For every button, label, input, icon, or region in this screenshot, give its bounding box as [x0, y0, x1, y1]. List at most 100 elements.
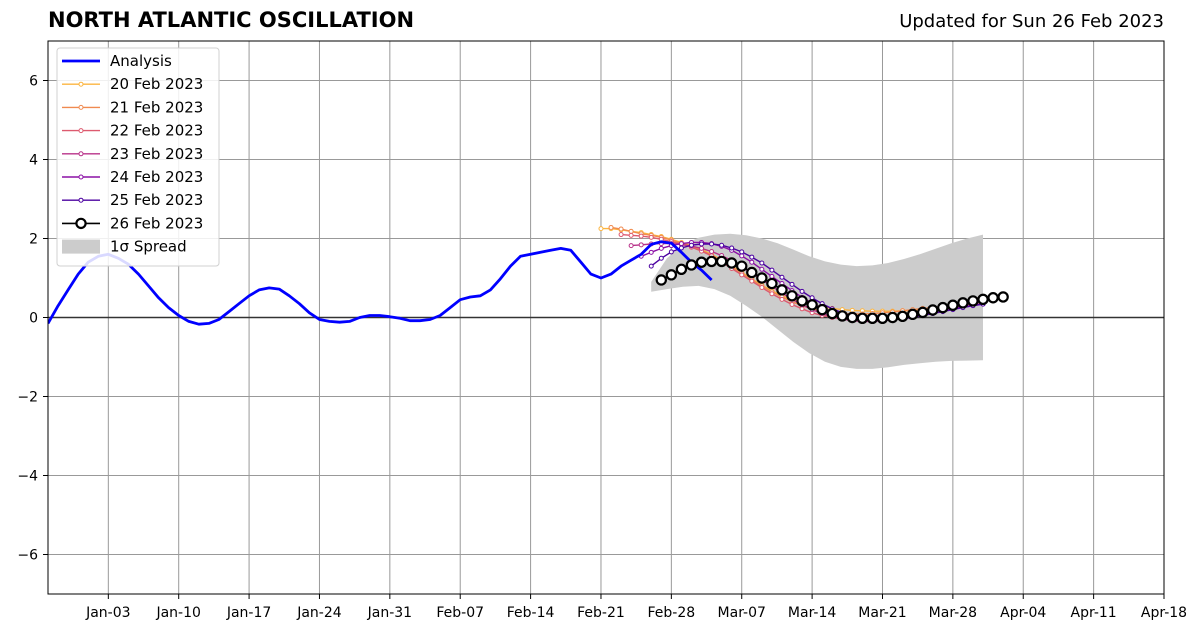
current-forecast-point	[655, 274, 667, 286]
legend-label: 23 Feb 2023	[110, 145, 203, 163]
y-tick-label: −4	[17, 469, 38, 485]
x-tick-label: Jan-31	[367, 605, 412, 621]
forecast-point-f22	[638, 233, 644, 239]
forecast-point-f22	[749, 278, 755, 284]
current-forecast-point	[766, 277, 778, 290]
forecast-point-f25	[709, 241, 715, 247]
current-forecast-point	[856, 312, 869, 324]
forecast-point-f23	[699, 245, 705, 251]
current-forecast-point	[917, 306, 929, 319]
forecast-point-f25	[668, 249, 674, 255]
x-tick-label: Mar-07	[718, 605, 766, 621]
forecast-point-f23	[628, 243, 634, 249]
y-tick-label: 2	[29, 232, 38, 248]
current-forecast-point	[675, 263, 688, 276]
x-tick-label: Apr-04	[1000, 605, 1046, 621]
forecast-point-f25	[678, 245, 684, 251]
legend-label: 22 Feb 2023	[110, 122, 203, 140]
current-forecast-point	[937, 301, 949, 314]
forecast-point-f25	[799, 288, 805, 294]
legend-marker-f22	[78, 128, 84, 134]
forecast-point-f24	[769, 273, 775, 279]
forecast-point-f21	[628, 228, 634, 234]
current-forecast-point	[957, 297, 969, 309]
forecast-point-f22	[789, 301, 795, 307]
forecast-point-f25	[719, 242, 725, 248]
forecast-point-f25	[769, 267, 775, 273]
x-tick-label: Mar-21	[858, 605, 906, 621]
current-forecast-point	[927, 304, 939, 316]
current-forecast-point	[725, 257, 738, 269]
current-forecast-point	[776, 284, 788, 296]
forecast-point-f24	[749, 259, 755, 265]
chart-title: NORTH ATLANTIC OSCILLATION	[48, 8, 415, 32]
x-tick-label: Feb-14	[507, 605, 555, 621]
y-tick-label: 4	[29, 153, 38, 169]
legend-label: 21 Feb 2023	[110, 98, 203, 116]
forecast-point-f25	[789, 281, 795, 287]
x-tick-label: Jan-24	[296, 605, 342, 621]
current-forecast-point	[806, 299, 818, 311]
x-tick-label: Mar-28	[929, 605, 977, 621]
forecast-point-f25	[699, 241, 705, 247]
legend: Analysis 20 Feb 2023 21 Feb 2023 22 Feb 202…	[56, 47, 220, 267]
x-tick-label: Jan-10	[155, 605, 200, 621]
forecast-point-f25	[739, 249, 745, 255]
current-forecast-point	[906, 308, 919, 321]
forecast-point-f22	[769, 291, 775, 297]
axis-ticks: Jan-03 Jan-10 Jan-17 Jan-24 Jan-31 Feb-07 Feb-…	[17, 74, 1187, 622]
current-forecast-point	[876, 312, 889, 324]
y-tick-label: 6	[29, 74, 38, 90]
legend-swatch-spread	[62, 239, 100, 254]
current-forecast-point	[886, 311, 899, 324]
current-forecast-point	[997, 291, 1009, 303]
forecast-point-f25	[759, 260, 765, 266]
forecast-point-f25	[658, 255, 664, 261]
forecast-point-f24	[739, 253, 745, 259]
legend-label: 1σ Spread	[110, 238, 187, 256]
forecast-point-f24	[678, 241, 684, 247]
x-tick-label: Jan-17	[226, 605, 271, 621]
current-forecast-point	[756, 272, 768, 284]
legend-label: 26 Feb 2023	[110, 214, 203, 232]
forecast-point-f25	[749, 254, 755, 260]
current-forecast-point	[967, 295, 979, 307]
forecast-point-f25	[648, 263, 654, 269]
forecast-point-f21	[618, 226, 624, 232]
current-forecast-point	[836, 310, 848, 322]
x-tick-label: Feb-28	[648, 605, 696, 621]
current-forecast-point	[866, 312, 879, 324]
forecast-point-f22	[759, 284, 765, 290]
current-forecast-point	[685, 259, 698, 271]
legend-marker-f26	[75, 217, 87, 230]
forecast-point-f25	[729, 245, 735, 251]
forecast-point-f25	[779, 274, 785, 280]
current-forecast-point	[665, 269, 678, 281]
legend-marker-f23	[78, 151, 84, 157]
forecast-point-f23	[638, 242, 644, 248]
current-forecast-point	[736, 260, 748, 272]
forecast-point-f21	[608, 224, 614, 230]
forecast-point-f25	[688, 242, 694, 248]
forecast-point-f22	[648, 234, 654, 240]
analysis-line	[48, 240, 713, 326]
forecast-point-f22	[628, 232, 634, 238]
current-forecast-point	[695, 256, 708, 268]
y-tick-label: −6	[17, 548, 38, 564]
current-forecast-point	[846, 311, 859, 324]
x-tick-label: Jan-03	[85, 605, 130, 621]
x-tick-label: Apr-11	[1071, 605, 1117, 621]
forecast-point-f24	[648, 249, 654, 255]
y-tick-label: −2	[17, 390, 38, 406]
current-forecast-point	[977, 293, 989, 306]
legend-label: 25 Feb 2023	[110, 191, 203, 209]
legend-box	[56, 47, 220, 267]
current-forecast-point	[947, 299, 959, 311]
chart-subtitle: Updated for Sun 26 Feb 2023	[899, 11, 1164, 32]
forecast-point-f23	[709, 249, 715, 255]
x-tick-label: Apr-18	[1141, 605, 1187, 621]
legend-label: 24 Feb 2023	[110, 168, 203, 186]
legend-label: Analysis	[110, 52, 172, 70]
forecast-point-f22	[739, 272, 745, 278]
